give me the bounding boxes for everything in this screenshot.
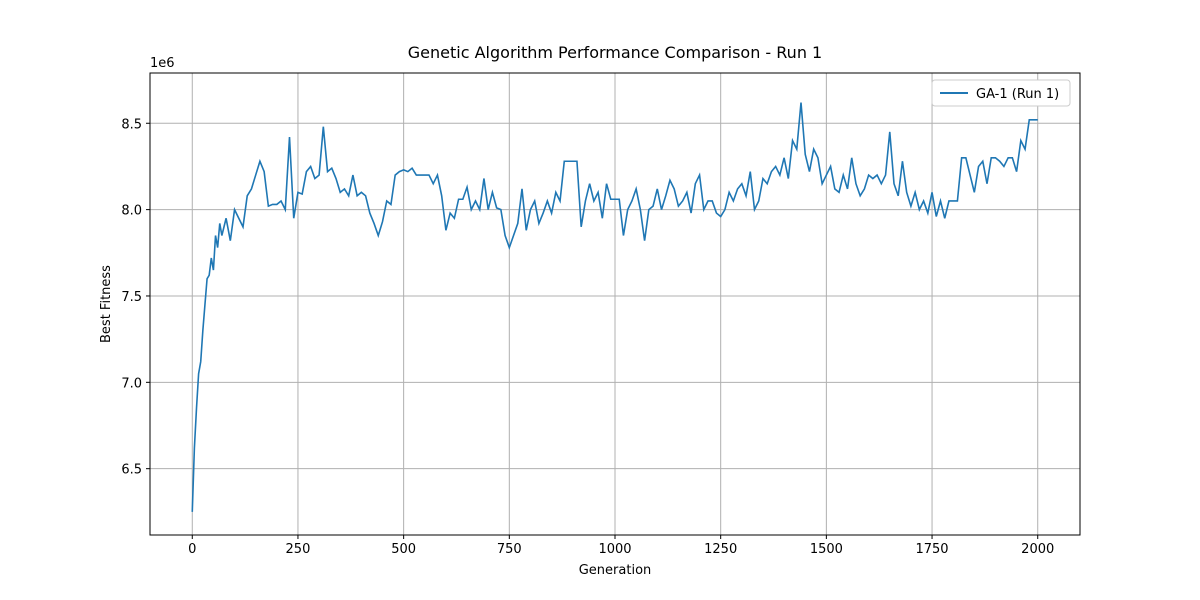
- x-tick-label: 1750: [915, 542, 948, 557]
- y-offset-label: 1e6: [150, 56, 175, 71]
- plot-frame: [149, 72, 1081, 536]
- chart-title: Genetic Algorithm Performance Comparison…: [408, 43, 822, 62]
- x-tick-label: 1000: [598, 542, 631, 557]
- y-tick-label: 6.5: [121, 463, 142, 478]
- x-tick-label: 2000: [1021, 542, 1054, 557]
- y-tick-label: 8.0: [121, 204, 142, 219]
- y-tick-label: 7.0: [121, 376, 142, 391]
- y-axis-label: Best Fitness: [99, 265, 114, 343]
- y-tick-label: 8.5: [121, 117, 142, 132]
- x-tick-label: 750: [497, 542, 522, 557]
- x-tick-label: 250: [286, 542, 311, 557]
- y-tick-label: 7.5: [121, 290, 142, 305]
- legend-label: GA-1 (Run 1): [976, 87, 1059, 102]
- x-tick-label: 1250: [704, 542, 737, 557]
- x-tick-label: 1500: [810, 542, 843, 557]
- data-line: [191, 102, 1038, 512]
- legend-box: [931, 79, 1071, 107]
- x-axis-label: Generation: [579, 563, 652, 578]
- x-tick-label: 500: [391, 542, 416, 557]
- x-tick-label: 0: [188, 542, 196, 557]
